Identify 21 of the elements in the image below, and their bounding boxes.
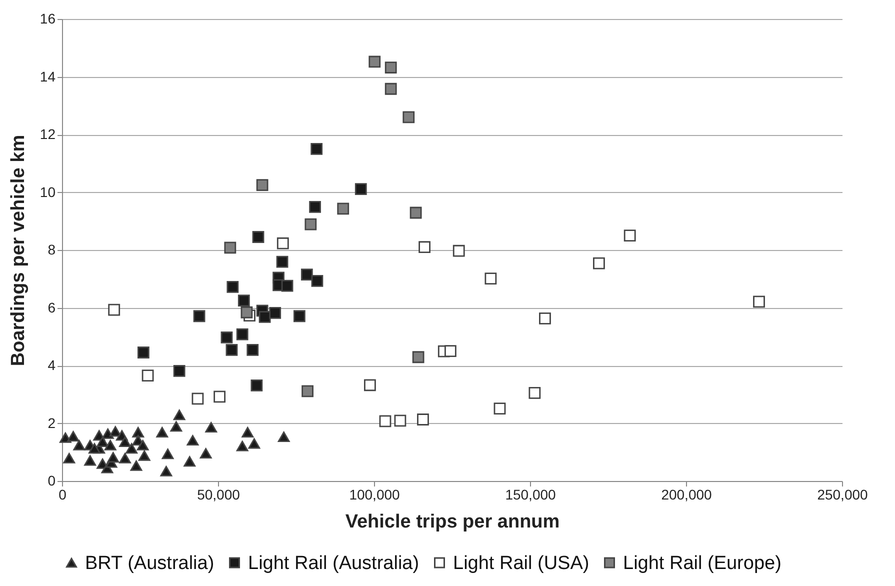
legend-label: BRT (Australia) (85, 552, 214, 574)
legend-label: Light Rail (USA) (453, 552, 590, 574)
y-tick-label: 12 (40, 126, 56, 142)
y-tick-label: 16 (40, 10, 56, 26)
x-tick-label: 250,000 (817, 486, 868, 502)
x-tick-label: 100,000 (349, 486, 400, 502)
legend-label: Light Rail (Australia) (248, 552, 420, 574)
x-tick-label: 200,000 (661, 486, 712, 502)
y-tick-label: 8 (48, 242, 56, 258)
y-tick-label: 14 (40, 68, 56, 84)
y-axis-title: Boardings per vehicle km (8, 134, 29, 366)
legend-label: Light Rail (Europe) (623, 552, 782, 574)
y-tick-label: 0 (48, 472, 56, 488)
x-tick-label: 50,000 (197, 486, 240, 502)
x-tick-label: 150,000 (505, 486, 556, 502)
y-tick-label: 6 (48, 299, 56, 316)
y-tick-label: 4 (48, 357, 56, 373)
y-tick-label: 2 (48, 414, 56, 431)
x-axis-title: Vehicle trips per annum (345, 512, 560, 532)
y-tick-label: 10 (40, 184, 56, 200)
x-tick-label: 0 (58, 486, 67, 502)
